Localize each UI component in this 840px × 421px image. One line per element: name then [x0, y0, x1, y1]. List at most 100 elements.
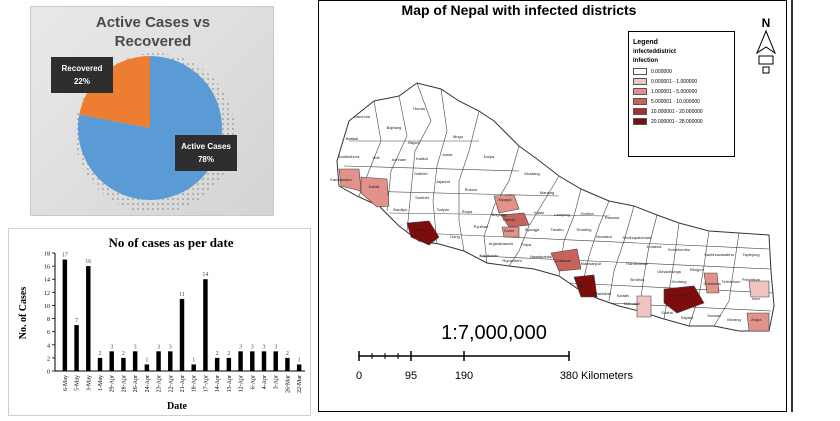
legend-swatch	[633, 108, 647, 115]
x-tick-label: 13-Apr	[227, 375, 233, 392]
x-tick-label: 18-Apr	[192, 375, 198, 392]
district-label-tanahu: Tanahu	[550, 227, 563, 232]
district-label-saptari: Saptari	[681, 315, 694, 320]
x-tick-label: 28-Apr	[121, 375, 127, 392]
district-label-kalikot: Kalikot	[416, 156, 429, 161]
district-label-taplejung: Taplejung	[742, 252, 759, 257]
district-patch-east	[636, 295, 652, 318]
x-tick-label: 6-Apr	[250, 375, 256, 389]
bar-value-label: 1	[298, 357, 301, 363]
x-tick-label: 21-Apr	[180, 375, 186, 392]
district-label-rupandehi: Rupandehi	[502, 258, 521, 263]
legend-row: 10.000001 - 20.000000	[633, 107, 730, 116]
district-label-surkhet: Surkhet	[415, 195, 430, 200]
legend-swatch	[633, 98, 647, 105]
bar-26-Apr	[132, 351, 138, 371]
legend-title: Legend	[633, 39, 658, 46]
bar-value-label: 3	[274, 344, 277, 350]
district-label-humla: Humla	[413, 106, 425, 111]
x-tick-label: 5-May	[75, 375, 81, 391]
bar-value-label: 2	[99, 351, 102, 357]
active-label-value: 78%	[198, 155, 214, 164]
district-label-morang: Morang	[727, 317, 741, 322]
pie-chart-panel: Active Cases vs Recovered Recovered 22% …	[30, 6, 274, 216]
district-label-baitadi: Baitadi	[346, 136, 358, 141]
district-label-gulmi: Gulmi	[504, 228, 515, 233]
pie-slice-recovered	[79, 56, 150, 128]
legend-subtitle-1: infecteddistrict	[633, 49, 677, 55]
recovered-label-name: Recovered	[62, 64, 103, 73]
x-tick-label: 22-Mar	[297, 375, 303, 393]
y-tick-label: 6	[47, 330, 50, 336]
district-label-sarlahi: Sarlahi	[617, 293, 630, 298]
district-label-siraha: Siraha	[661, 310, 673, 315]
bar-chart-svg: No of cases as per date No. of Cases Dat…	[18, 235, 305, 412]
district-label-jumla: Jumla	[442, 152, 453, 157]
infected-districts	[338, 168, 770, 332]
district-label-kaski: Kaski	[534, 210, 544, 215]
x-tick-label: 6-May	[63, 375, 69, 391]
bar-17-Apr	[203, 279, 208, 371]
bar-28-Apr	[121, 357, 126, 371]
district-label-rasuwa: Rasuwa	[605, 215, 620, 220]
y-tick-label: 16	[44, 265, 50, 271]
bar-3-Apr	[273, 351, 278, 371]
district-label-bara: Bara	[578, 283, 587, 288]
bar-value-label: 3	[157, 344, 160, 350]
pie-chart-title: Active Cases vs Recovered	[31, 13, 275, 51]
active-label-box: Active Cases 78%	[175, 135, 237, 171]
district-label-udayapur: Udayapur	[670, 292, 688, 297]
district-patch-kailali	[360, 176, 390, 208]
scale-tick-95: 95	[405, 370, 417, 382]
x-tick-label: 22-Apr	[168, 375, 174, 392]
bar-value-label: 1	[192, 357, 195, 363]
district-label-palpa: Palpa	[521, 242, 532, 247]
y-tick-label: 2	[47, 356, 50, 362]
scale-tick-0: 0	[356, 370, 362, 382]
district-label-sindhuli: Sindhuli	[630, 277, 644, 282]
district-label-dolpa: Dolpa	[484, 154, 495, 159]
district-patch-chitawan	[550, 248, 582, 272]
map-panel: Map of Nepal with infected districts	[318, 0, 787, 412]
scale-bar: 0 95 190 380 Kilometers	[356, 351, 633, 382]
bar-chart-title: No of cases as per date	[108, 235, 233, 250]
nepal-map-svg: Map of Nepal with infected districts	[330, 2, 777, 382]
x-tick-label: 4-Apr	[262, 375, 268, 389]
district-label-gorkha: Gorkha	[580, 211, 594, 216]
district-label-rautahat: Rautahat	[595, 291, 612, 296]
legend-row: 0.000001 - 1.000000	[633, 77, 730, 86]
district-patch-gulmi	[501, 226, 520, 238]
district-label-kapilbastu: Kapilbastu	[480, 253, 499, 258]
y-tick-label: 8	[47, 317, 50, 323]
y-tick-label: 4	[47, 343, 50, 349]
district-label-nawalparasi: Nawalparasi	[530, 254, 552, 259]
district-label-syangja: Syangja	[525, 227, 540, 232]
bar-value-label: 7	[75, 318, 78, 324]
bar-value-label: 11	[179, 292, 185, 298]
legend-label: 0.000001 - 1.000000	[651, 78, 698, 85]
bar-29-Apr	[109, 351, 114, 371]
district-label-mugu: Mugu	[453, 134, 463, 139]
legend-label: 1.000001 - 5.000000	[651, 88, 698, 95]
district-label-dolakha: Dolakha	[647, 244, 662, 249]
bar-value-label: 17	[62, 253, 68, 259]
district-label-darchula: Darchula	[354, 114, 371, 119]
x-tick-label: 3-May	[86, 375, 92, 391]
x-tick-label: 26-Mar	[285, 375, 291, 393]
bar-value-label: 3	[134, 344, 137, 350]
x-tick-label: 1-May	[98, 375, 104, 391]
bar-4-Apr	[261, 351, 267, 371]
y-tick-label: 18	[44, 252, 50, 258]
legend-label: 10.000001 - 20.000000	[651, 108, 703, 115]
bar-6-Apr	[250, 351, 255, 371]
bar-chart-panel: No of cases as per date No. of Cases Dat…	[8, 228, 311, 416]
bar-value-label: 14	[202, 272, 208, 278]
district-label-ilam: Ilam	[752, 296, 760, 301]
bar-24-Apr	[144, 364, 150, 371]
district-label-makwanpur: Makwanpur	[581, 261, 602, 266]
bar-12-Apr	[238, 351, 243, 371]
district-label-salyan: Salyan	[437, 207, 449, 212]
district-label-dailekh: Dailekh	[414, 171, 427, 176]
district-label-ramechhap: Ramechhap	[626, 261, 648, 266]
bar-22-Apr	[168, 351, 173, 371]
